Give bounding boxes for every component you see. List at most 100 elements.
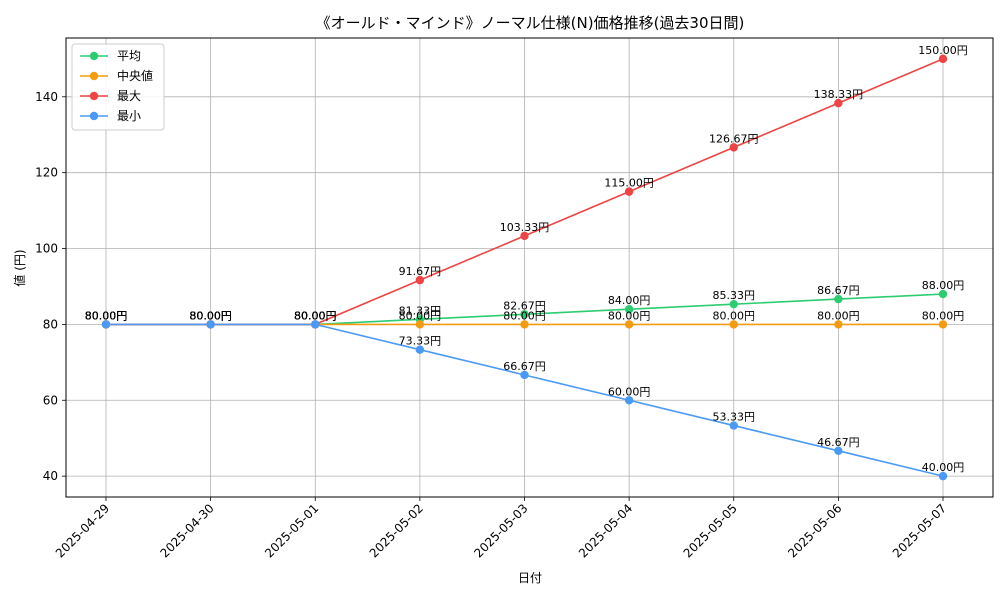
data-point (624, 320, 634, 329)
data-label: 80.00円 (713, 309, 756, 322)
data-point (938, 54, 948, 64)
data-point (834, 98, 843, 108)
data-label: 73.33円 (399, 335, 442, 348)
y-tick-label: 140 (35, 90, 58, 104)
data-label: 80.00円 (294, 309, 337, 322)
legend-item: 最小 (80, 109, 141, 123)
legend-label: 最小 (117, 109, 141, 123)
data-label: 88.00円 (922, 279, 965, 292)
legend-marker (89, 91, 99, 101)
series-layer (101, 54, 948, 481)
data-point (729, 320, 738, 329)
y-axis: 40 60 80 100 120 140 (35, 90, 66, 483)
data-point (520, 370, 529, 380)
data-labels: 80.00円 80.00円 80.00円 81.33円 82.67円 84.00円 85.3… (85, 44, 968, 474)
data-label: 115.00円 (604, 177, 654, 190)
data-point (729, 143, 738, 152)
data-point (520, 231, 529, 241)
legend-item: 最大 (80, 89, 141, 103)
data-label: 80.00円 (189, 309, 232, 322)
data-label: 80.00円 (189, 309, 232, 322)
y-tick-label: 100 (35, 242, 58, 256)
series-4 (101, 320, 948, 481)
x-tick-label: 2025-05-07 (890, 501, 949, 560)
legend-item: 中央値 (80, 68, 153, 83)
chart-title: 《オールド・マインド》ノーマル仕様(N)価格推移(過去30日間) (316, 14, 745, 32)
data-point (834, 446, 843, 456)
data-label: 150.00円 (918, 44, 968, 57)
data-point (206, 320, 215, 329)
data-label: 80.00円 (85, 309, 128, 322)
data-label: 80.00円 (294, 309, 337, 322)
data-point (938, 320, 948, 329)
data-label: 60.00円 (608, 385, 651, 398)
data-point (415, 345, 425, 354)
x-tick-label: 2025-05-03 (471, 501, 530, 560)
plot-area-frame (65, 37, 994, 498)
data-label: 86.67円 (817, 284, 860, 297)
x-tick-label: 2025-05-06 (785, 501, 844, 560)
data-label: 82.67円 (503, 299, 546, 312)
y-tick-label: 80 (43, 317, 58, 331)
data-point (311, 320, 320, 329)
x-tick-label: 2025-04-30 (158, 501, 217, 560)
x-tick-label: 2025-05-04 (576, 501, 635, 560)
y-axis-label: 値 (円) (12, 249, 27, 286)
data-label: 80.00円 (817, 309, 860, 322)
x-tick-label: 2025-05-05 (681, 501, 740, 560)
data-point (415, 320, 425, 329)
data-label: 46.67円 (817, 436, 860, 449)
data-label: 80.00円 (294, 309, 337, 322)
data-point (938, 289, 948, 299)
data-point (834, 320, 843, 329)
data-point (415, 275, 425, 285)
data-point (729, 421, 738, 430)
x-tick-label: 2025-05-02 (367, 501, 426, 560)
data-label: 91.67円 (399, 265, 442, 278)
data-point (624, 305, 634, 314)
data-label: 53.33円 (713, 411, 756, 424)
x-axis: 2025-04-29 2025-04-30 2025-05-01 2025-05-02… (53, 497, 949, 560)
data-label: 80.00円 (922, 309, 965, 322)
data-point (520, 320, 529, 329)
data-label: 80.00円 (85, 309, 128, 322)
data-label: 80.00円 (85, 309, 128, 322)
data-point (834, 294, 843, 304)
data-point (101, 320, 111, 329)
legend-item: 平均 (80, 49, 141, 63)
legend-marker (89, 51, 99, 61)
x-axis-label: 日付 (518, 571, 542, 585)
y-tick-label: 40 (43, 469, 58, 483)
legend-label: 中央値 (117, 68, 153, 83)
legend-box (71, 43, 165, 131)
data-point (729, 299, 738, 309)
data-label: 138.33円 (814, 88, 864, 101)
data-label: 80.00円 (503, 309, 546, 322)
data-label: 80.00円 (294, 309, 337, 322)
data-point (938, 471, 948, 481)
data-label: 85.33円 (713, 289, 756, 302)
data-label: 40.00円 (922, 461, 965, 474)
data-label: 84.00円 (608, 294, 651, 307)
data-label: 66.67円 (503, 360, 546, 373)
data-point (624, 396, 634, 405)
legend-label: 平均 (117, 49, 141, 63)
data-label: 103.33円 (500, 221, 550, 234)
legend-label: 最大 (117, 89, 141, 103)
data-point (624, 187, 634, 196)
x-tick-label: 2025-04-29 (53, 501, 112, 560)
y-tick-label: 60 (43, 393, 58, 407)
legend-marker (89, 71, 99, 81)
data-label: 80.00円 (608, 309, 651, 322)
grid-lines (66, 38, 993, 497)
x-tick-label: 2025-05-01 (262, 501, 321, 560)
data-label: 80.00円 (399, 309, 442, 322)
data-label: 80.00円 (189, 309, 232, 322)
legend-marker (89, 111, 99, 121)
data-label: 81.33円 (399, 304, 442, 317)
data-label: 80.00円 (85, 309, 128, 322)
data-label: 126.67円 (709, 132, 759, 145)
data-point (520, 310, 529, 319)
